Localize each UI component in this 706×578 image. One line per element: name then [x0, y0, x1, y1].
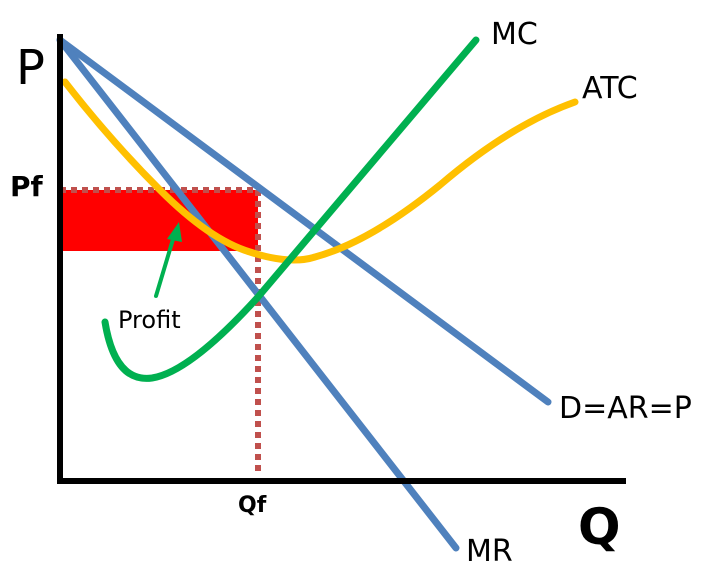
demand-label: D=AR=P [559, 391, 692, 426]
profit-arrowhead-icon [167, 222, 182, 242]
mr-label: MR [466, 534, 513, 569]
price-label: Pf [10, 170, 44, 203]
profit-label: Profit [118, 306, 181, 334]
atc-label: ATC [582, 71, 638, 106]
marginal-cost-curve [101, 36, 480, 382]
profit-arrow-icon [154, 234, 176, 298]
x-axis-label: Q [578, 498, 621, 556]
quantity-label: Qf [238, 493, 267, 518]
mc-label: MC [491, 17, 538, 52]
y-axis-label: P [16, 40, 45, 96]
demand-curve [56, 36, 552, 406]
